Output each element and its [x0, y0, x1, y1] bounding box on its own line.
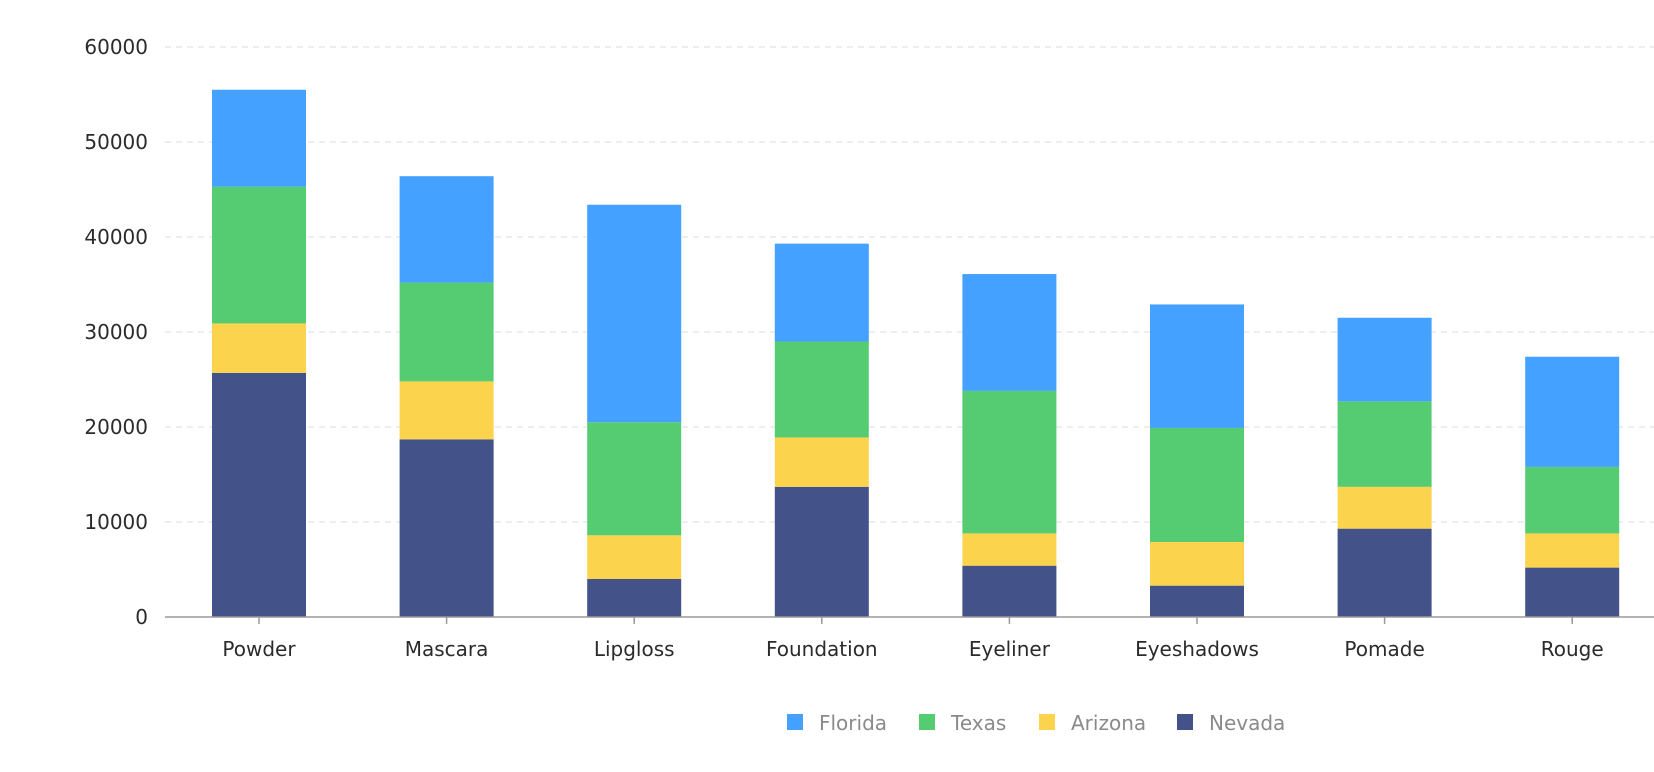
bar-segment-arizona-lipgloss: [587, 535, 682, 579]
legend-swatch-florida: [787, 714, 803, 730]
x-tick-label: Mascara: [405, 637, 489, 661]
bar-segment-arizona-eyeliner: [962, 533, 1057, 566]
bar-segment-texas-powder: [212, 186, 306, 324]
bar-segment-texas-eyeliner: [962, 390, 1057, 534]
legend-label-florida: Florida: [819, 711, 887, 735]
legend: Florida Texas Arizona Nevada: [787, 711, 1285, 735]
bar-segment-nevada-pomade: [1337, 528, 1432, 617]
legend-swatch-arizona: [1039, 714, 1055, 730]
y-tick-label: 20000: [84, 415, 148, 439]
bar-segment-nevada-mascara: [399, 439, 494, 617]
bar-segment-arizona-rouge: [1525, 533, 1620, 568]
legend-label-arizona: Arizona: [1071, 711, 1146, 735]
bar-segment-arizona-pomade: [1337, 486, 1432, 529]
bar-segment-nevada-rouge: [1525, 567, 1620, 617]
y-tick-label: 60000: [84, 35, 148, 59]
bar-segment-florida-powder: [212, 89, 306, 187]
bar-segment-florida-eyeliner: [962, 274, 1057, 391]
y-tick-label: 10000: [84, 510, 148, 534]
y-tick-label: 30000: [84, 320, 148, 344]
bar-segment-texas-eyeshadows: [1150, 427, 1244, 542]
bar-segment-nevada-foundation: [774, 486, 869, 617]
x-tick-label: Eyeshadows: [1135, 637, 1259, 661]
bar-segment-texas-mascara: [399, 282, 494, 382]
x-tick-label: Powder: [222, 637, 296, 661]
bar-segment-nevada-powder: [212, 372, 306, 617]
bar-segment-texas-lipgloss: [587, 422, 682, 536]
x-tick-label: Foundation: [766, 637, 878, 661]
legend-swatch-nevada: [1177, 714, 1193, 730]
bar-segment-florida-lipgloss: [587, 204, 682, 423]
y-tick-label: 50000: [84, 130, 148, 154]
bar-segment-arizona-eyeshadows: [1150, 541, 1244, 586]
legend-label-nevada: Nevada: [1209, 711, 1285, 735]
legend-swatch-texas: [919, 714, 935, 730]
x-tick-label: Rouge: [1541, 637, 1604, 661]
bar-segment-arizona-powder: [212, 323, 306, 373]
x-tick-label: Eyeliner: [969, 637, 1051, 661]
bar-segment-florida-rouge: [1525, 356, 1620, 467]
x-tick-label: Pomade: [1344, 637, 1424, 661]
bar-segment-texas-foundation: [774, 341, 869, 438]
bar-segment-florida-eyeshadows: [1150, 304, 1244, 428]
legend-label-texas: Texas: [950, 711, 1006, 735]
bar-segment-arizona-mascara: [399, 381, 494, 440]
bar-segment-florida-pomade: [1337, 317, 1432, 402]
x-tick-label: Lipgloss: [594, 637, 675, 661]
bar-segment-florida-mascara: [399, 176, 494, 283]
y-tick-label: 40000: [84, 225, 148, 249]
bar-segment-texas-pomade: [1337, 401, 1432, 487]
bar-segment-florida-foundation: [774, 243, 869, 342]
bar-segment-nevada-lipgloss: [587, 579, 682, 617]
bar-segment-texas-rouge: [1525, 466, 1620, 534]
bar-segment-arizona-foundation: [774, 437, 869, 487]
bar-segment-nevada-eyeshadows: [1150, 585, 1244, 617]
y-tick-label: 0: [135, 605, 148, 629]
bar-segment-nevada-eyeliner: [962, 565, 1057, 617]
